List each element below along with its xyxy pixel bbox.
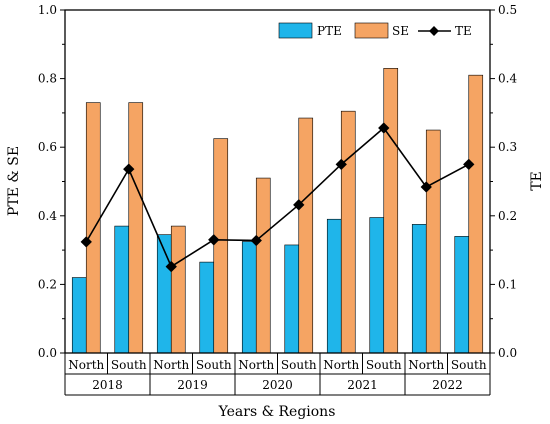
- year-label: 2019: [177, 378, 208, 392]
- bar-pte: [71, 277, 87, 354]
- y2-tick-label: 0.1: [498, 277, 517, 291]
- legend-se-label: SE: [392, 24, 409, 38]
- y-axis-label: PTE & SE: [6, 146, 22, 216]
- category-label: South: [111, 358, 147, 372]
- category-label: North: [408, 358, 444, 372]
- category-label: North: [153, 358, 189, 372]
- y-tick-label: 0.2: [38, 277, 57, 291]
- y2-tick-label: 0.0: [498, 346, 517, 360]
- y2-tick-label: 0.2: [498, 209, 517, 223]
- te-marker: [165, 260, 177, 273]
- bars-layer: [71, 68, 484, 354]
- bar-se: [85, 102, 101, 354]
- bar-se: [170, 225, 186, 354]
- year-label: 2021: [347, 378, 378, 392]
- te-line-layer: [80, 122, 475, 273]
- right-axis: 0.0 0.1 0.2 0.3 0.4 0.5: [490, 3, 517, 360]
- te-marker: [293, 199, 305, 211]
- category-label: North: [68, 358, 104, 372]
- te-marker: [208, 234, 220, 246]
- y-tick-label: 0.0: [38, 346, 57, 360]
- te-series-line: [85, 126, 470, 268]
- bar-se: [128, 102, 144, 354]
- bar-se: [468, 74, 484, 354]
- bar-pte: [199, 261, 215, 354]
- bar-pte: [411, 224, 427, 354]
- legend: PTE SE TE: [278, 22, 472, 39]
- legend-se-swatch: [354, 22, 389, 39]
- year-label: 2022: [432, 378, 463, 392]
- bar-se: [213, 138, 229, 354]
- bar-pte: [369, 217, 385, 354]
- category-label: South: [196, 358, 232, 372]
- legend-te-marker: [429, 26, 439, 36]
- te-marker: [463, 158, 475, 171]
- bar-se: [255, 177, 271, 354]
- te-marker: [335, 158, 347, 171]
- category-label: North: [323, 358, 359, 372]
- legend-pte-swatch: [278, 22, 313, 39]
- legend-pte-label: PTE: [317, 24, 342, 38]
- category-label: South: [281, 358, 317, 372]
- category-label: North: [238, 358, 274, 372]
- te-marker: [250, 234, 262, 247]
- bar-pte: [326, 218, 342, 354]
- left-axis: 0.0 0.2 0.4 0.6 0.8 1.0: [38, 3, 65, 360]
- bar-se: [383, 68, 399, 354]
- te-marker: [420, 181, 432, 193]
- bar-se: [425, 129, 441, 354]
- y2-tick-label: 0.5: [498, 3, 517, 17]
- legend-te-label: TE: [455, 24, 472, 38]
- year-label: 2020: [262, 378, 293, 392]
- category-label: South: [366, 358, 402, 372]
- year-label: 2018: [92, 378, 123, 392]
- x-axis-label: Years & Regions: [218, 404, 336, 420]
- bar-pte: [454, 236, 470, 354]
- bar-pte: [284, 244, 300, 354]
- y2-axis-label: TE: [529, 171, 545, 191]
- category-axis: North South North South North South North South…: [64, 353, 491, 396]
- bar-se: [340, 110, 356, 354]
- bar-se: [298, 117, 314, 354]
- y2-tick-label: 0.3: [498, 140, 517, 154]
- y-tick-label: 0.8: [38, 72, 57, 86]
- y-tick-label: 1.0: [38, 3, 57, 17]
- y-tick-label: 0.4: [38, 209, 57, 223]
- y-tick-label: 0.6: [38, 140, 57, 154]
- category-label: South: [451, 358, 487, 372]
- bar-pte: [114, 225, 130, 354]
- y2-tick-label: 0.4: [498, 72, 517, 86]
- bar-pte: [241, 241, 257, 354]
